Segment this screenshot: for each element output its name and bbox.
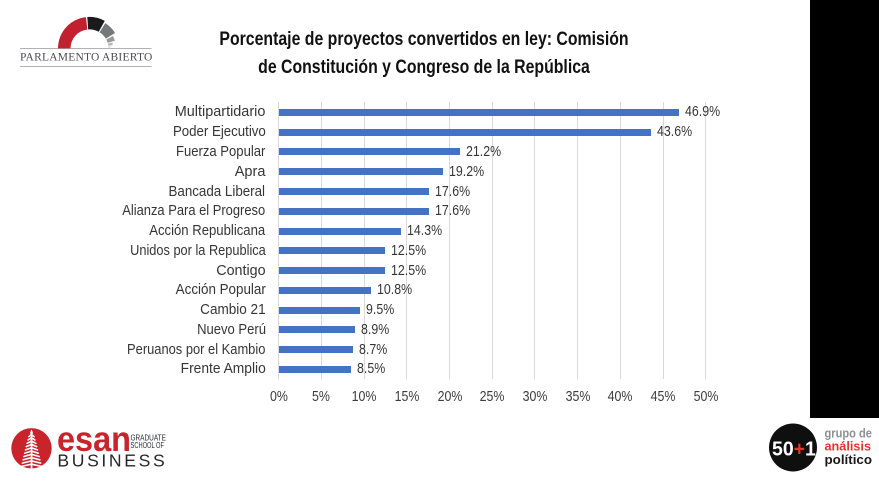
svg-text:BUSINESS: BUSINESS [57,450,164,470]
svg-text:+: + [794,438,805,461]
svg-text:esan: esan [57,420,131,459]
svg-text:político: político [825,453,873,467]
svg-text:50: 50 [772,438,794,461]
svg-text:PARLAMENTO ABIERTO: PARLAMENTO ABIERTO [20,51,152,63]
svg-text:análisis: análisis [825,440,872,454]
svg-text:grupo de: grupo de [825,427,872,441]
svg-text:SCHOOL OF: SCHOOL OF [131,441,165,450]
svg-text:1: 1 [805,438,816,461]
svg-text:GRADUATE: GRADUATE [131,433,166,442]
